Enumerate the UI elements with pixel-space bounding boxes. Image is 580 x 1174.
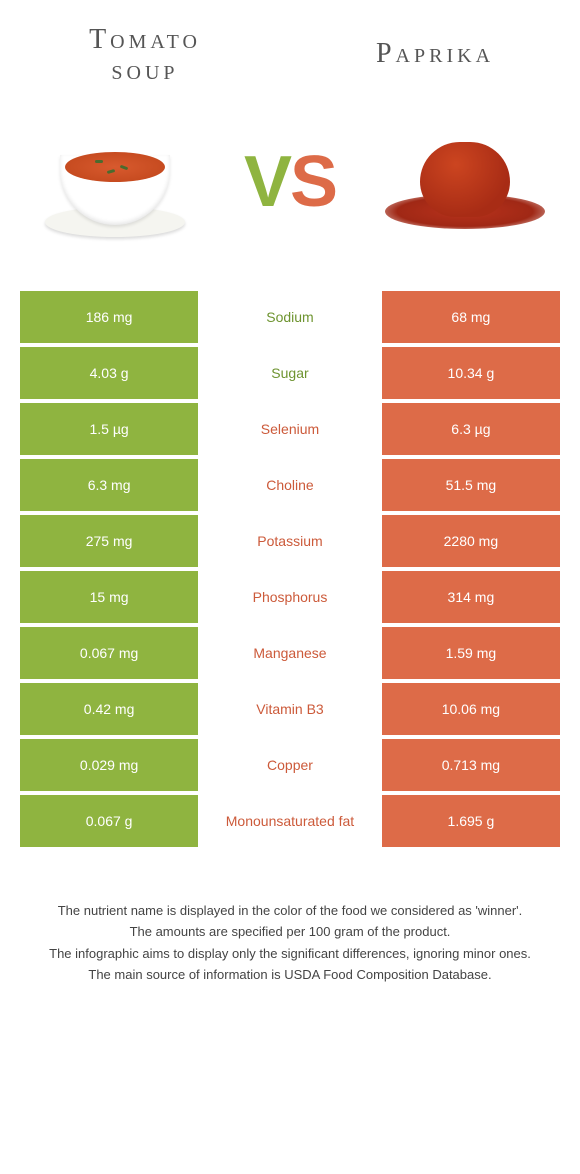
right-value-cell: 68 mg [382, 291, 560, 343]
comparison-table-wrap: 186 mgSodium68 mg4.03 gSugar10.34 g1.5 µ… [0, 287, 580, 851]
right-value-cell: 51.5 mg [382, 459, 560, 511]
images-row: VS [0, 97, 580, 287]
right-value-cell: 1.59 mg [382, 627, 560, 679]
nutrient-label-cell: Monounsaturated fat [198, 795, 382, 847]
right-food-title: Paprika [345, 25, 525, 70]
header: Tomato soup Paprika [0, 0, 580, 97]
left-value-cell: 0.067 mg [20, 627, 198, 679]
nutrient-label-cell: Sodium [198, 291, 382, 343]
left-value-cell: 1.5 µg [20, 403, 198, 455]
right-value-cell: 0.713 mg [382, 739, 560, 791]
right-value-cell: 2280 mg [382, 515, 560, 567]
nutrient-label-cell: Potassium [198, 515, 382, 567]
nutrient-label-cell: Choline [198, 459, 382, 511]
left-value-cell: 4.03 g [20, 347, 198, 399]
nutrient-label-cell: Phosphorus [198, 571, 382, 623]
table-row: 15 mgPhosphorus314 mg [20, 571, 560, 623]
left-value-cell: 275 mg [20, 515, 198, 567]
comparison-table: 186 mgSodium68 mg4.03 gSugar10.34 g1.5 µ… [20, 287, 560, 851]
footer-notes: The nutrient name is displayed in the co… [0, 851, 580, 985]
vs-label: VS [244, 141, 336, 223]
left-value-cell: 0.42 mg [20, 683, 198, 735]
right-value-cell: 10.34 g [382, 347, 560, 399]
right-value-cell: 6.3 µg [382, 403, 560, 455]
footer-line-3: The infographic aims to display only the… [25, 944, 555, 964]
left-value-cell: 6.3 mg [20, 459, 198, 511]
right-value-cell: 1.695 g [382, 795, 560, 847]
footer-line-4: The main source of information is USDA F… [25, 965, 555, 985]
table-row: 275 mgPotassium2280 mg [20, 515, 560, 567]
nutrient-label-cell: Vitamin B3 [198, 683, 382, 735]
table-row: 0.067 mgManganese1.59 mg [20, 627, 560, 679]
left-value-cell: 186 mg [20, 291, 198, 343]
left-value-cell: 0.067 g [20, 795, 198, 847]
nutrient-label-cell: Sugar [198, 347, 382, 399]
vs-s: S [290, 142, 336, 222]
nutrient-label-cell: Manganese [198, 627, 382, 679]
footer-line-2: The amounts are specified per 100 gram o… [25, 922, 555, 942]
table-row: 6.3 mgCholine51.5 mg [20, 459, 560, 511]
table-row: 0.42 mgVitamin B310.06 mg [20, 683, 560, 735]
table-row: 4.03 gSugar10.34 g [20, 347, 560, 399]
footer-line-1: The nutrient name is displayed in the co… [25, 901, 555, 921]
table-row: 0.067 gMonounsaturated fat1.695 g [20, 795, 560, 847]
table-row: 1.5 µgSelenium6.3 µg [20, 403, 560, 455]
table-row: 186 mgSodium68 mg [20, 291, 560, 343]
right-value-cell: 314 mg [382, 571, 560, 623]
left-food-title: Tomato soup [55, 25, 235, 87]
left-value-cell: 0.029 mg [20, 739, 198, 791]
right-value-cell: 10.06 mg [382, 683, 560, 735]
table-row: 0.029 mgCopper0.713 mg [20, 739, 560, 791]
tomato-soup-image [30, 117, 200, 247]
left-value-cell: 15 mg [20, 571, 198, 623]
paprika-image [380, 117, 550, 247]
nutrient-label-cell: Selenium [198, 403, 382, 455]
vs-v: V [244, 142, 290, 222]
nutrient-label-cell: Copper [198, 739, 382, 791]
